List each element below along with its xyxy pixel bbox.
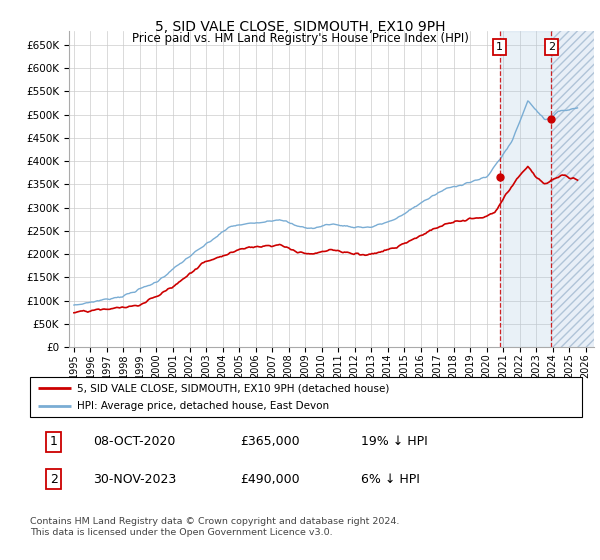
Text: 6% ↓ HPI: 6% ↓ HPI: [361, 473, 420, 486]
Bar: [551, 31, 594, 347]
Text: 19% ↓ HPI: 19% ↓ HPI: [361, 435, 428, 449]
Text: Price paid vs. HM Land Registry's House Price Index (HPI): Price paid vs. HM Land Registry's House …: [131, 32, 469, 45]
Text: 5, SID VALE CLOSE, SIDMOUTH, EX10 9PH (detached house): 5, SID VALE CLOSE, SIDMOUTH, EX10 9PH (d…: [77, 383, 389, 393]
Text: 2: 2: [50, 473, 58, 486]
Text: £365,000: £365,000: [240, 435, 299, 449]
FancyBboxPatch shape: [30, 377, 582, 417]
Text: 2: 2: [548, 42, 555, 52]
Text: 5, SID VALE CLOSE, SIDMOUTH, EX10 9PH: 5, SID VALE CLOSE, SIDMOUTH, EX10 9PH: [155, 20, 445, 34]
Text: HPI: Average price, detached house, East Devon: HPI: Average price, detached house, East…: [77, 401, 329, 411]
Text: 30-NOV-2023: 30-NOV-2023: [94, 473, 177, 486]
Text: 1: 1: [496, 42, 503, 52]
Text: 08-OCT-2020: 08-OCT-2020: [94, 435, 176, 449]
Text: 1: 1: [50, 435, 58, 449]
Text: Contains HM Land Registry data © Crown copyright and database right 2024.
This d: Contains HM Land Registry data © Crown c…: [30, 517, 400, 536]
Text: £490,000: £490,000: [240, 473, 299, 486]
Bar: [500, 31, 551, 347]
